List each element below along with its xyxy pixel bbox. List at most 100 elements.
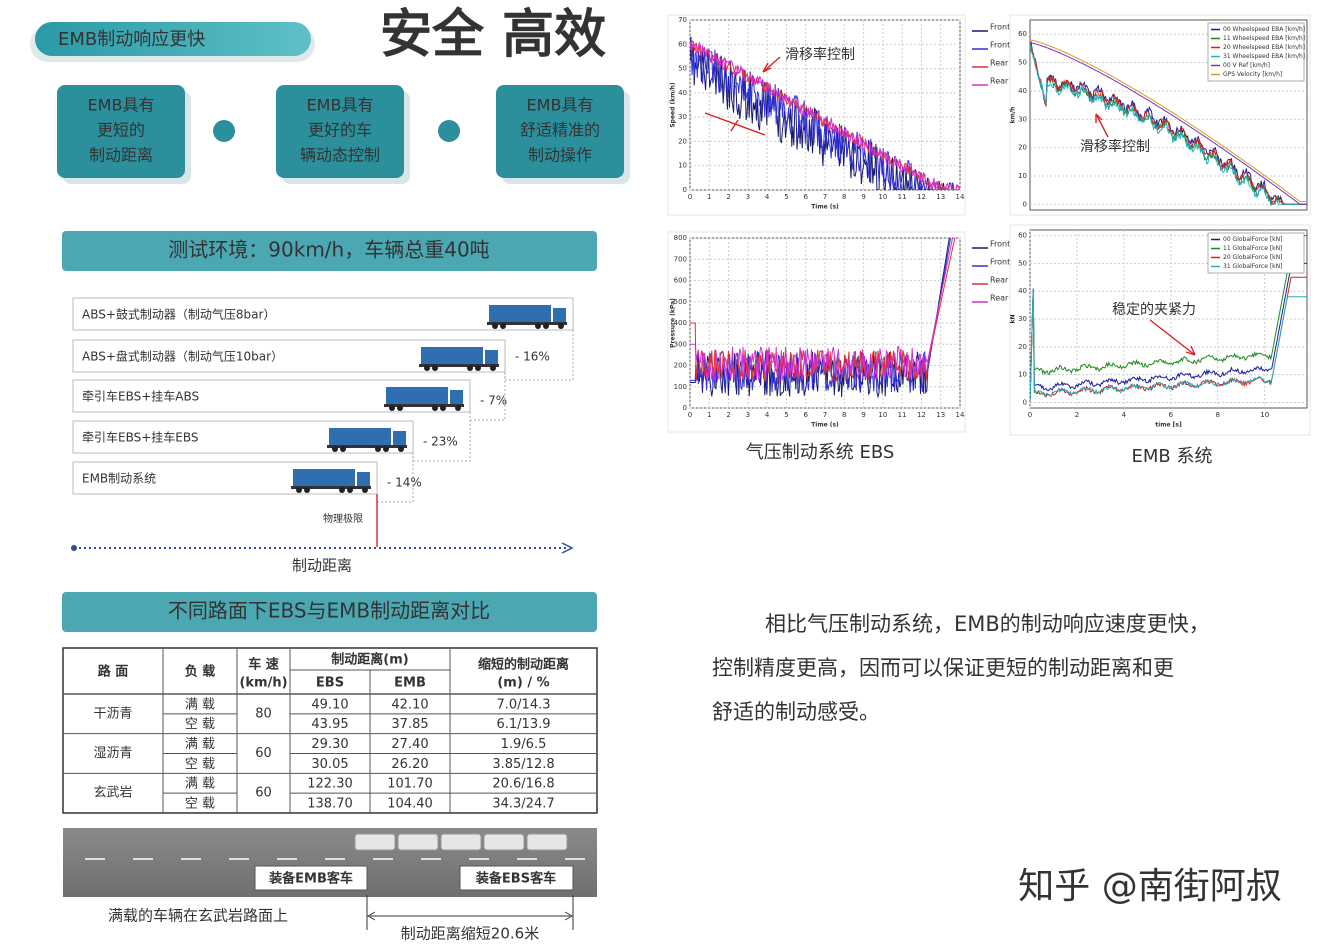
scene-label: 装备EMB客车 — [268, 871, 353, 887]
advantage-box — [496, 85, 624, 178]
y-axis-label: kN — [1010, 314, 1017, 323]
truck-trailer — [329, 428, 391, 446]
y-tick-label: 20 — [1018, 144, 1027, 152]
x-axis-label: Time (s) — [811, 204, 839, 211]
signal-trace — [690, 238, 952, 394]
legend-text: Front — [990, 41, 1010, 50]
y-tick-label: 0 — [683, 186, 687, 194]
x-tick-label: 14 — [956, 193, 965, 201]
banner-text: 测试环境：90km/h，车辆总重40吨 — [168, 238, 489, 262]
truck-chassis — [384, 404, 464, 407]
y-tick-label: 400 — [674, 319, 687, 327]
legend-text: 00 Wheelspeed EBA [km/h] — [1223, 26, 1305, 33]
y-tick-label: 30 — [678, 113, 687, 121]
y-tick-label: 10 — [1018, 172, 1027, 180]
x-axis-label: time [s] — [1155, 422, 1182, 429]
tag-text: EMB制动响应更快 — [58, 29, 205, 50]
table-cell: 空 载 — [185, 717, 215, 732]
legend-text: 00 V Ref [km/h] — [1223, 62, 1270, 69]
legend-text: Front — [990, 23, 1010, 32]
connector-dot — [438, 120, 460, 142]
table-cell: 101.70 — [387, 777, 433, 792]
truck-wheel — [432, 365, 438, 371]
x-tick-label: 11 — [898, 193, 907, 201]
table-header: EBS — [316, 676, 344, 691]
truck-wheel — [347, 487, 353, 493]
signal-trace — [1030, 288, 1307, 403]
table-cell: 3.85/12.8 — [492, 757, 554, 772]
y-tick-label: 100 — [674, 383, 687, 391]
x-tick-label: 12 — [917, 193, 926, 201]
legend-text: 11 GlobalForce [kN] — [1223, 245, 1282, 252]
row-label: 牵引车EBS+挂车EBS — [82, 430, 199, 445]
bus — [354, 833, 396, 851]
x-tick-label: 8 — [842, 411, 846, 419]
reduction-label: - 14% — [387, 476, 422, 490]
legend-text: 31 Wheelspeed EBA [km/h] — [1223, 53, 1305, 60]
reduction-label: - 23% — [423, 435, 458, 449]
x-tick-label: 5 — [784, 193, 788, 201]
signal-trace — [690, 238, 953, 382]
table-cell: 34.3/24.7 — [492, 797, 554, 812]
advantage-text: 舒适精准的 — [520, 121, 600, 140]
truck-wheel — [424, 365, 430, 371]
legend-text: 31 GlobalForce [kN] — [1223, 263, 1282, 270]
y-tick-label: 200 — [674, 362, 687, 370]
limit-label: 物理极限 — [323, 512, 363, 525]
signal-trace — [690, 41, 960, 190]
y-tick-label: 600 — [674, 277, 687, 285]
x-tick-label: 6 — [803, 193, 808, 201]
truck-trailer — [489, 305, 551, 323]
truck-wheel — [535, 323, 541, 329]
table-cell: 122.30 — [307, 777, 353, 792]
truck-wheel — [362, 487, 368, 493]
legend-text: Rear — [990, 294, 1009, 303]
signal-trace — [1030, 235, 1307, 403]
truck-wheel — [543, 323, 549, 329]
legend-text: Rear — [990, 276, 1009, 285]
scene-label: 装备EBS客车 — [475, 871, 556, 887]
x-tick-label: 4 — [1122, 411, 1127, 419]
advantage-box — [57, 85, 185, 178]
tag-pill — [35, 22, 311, 56]
truck-trailer — [421, 347, 483, 365]
table-cell: 20.6/16.8 — [492, 777, 554, 792]
annotation-arrow — [1095, 113, 1109, 138]
legend-text: Front — [990, 258, 1010, 267]
y-tick-label: 50 — [1018, 59, 1027, 67]
table-cell: 30.05 — [311, 757, 348, 772]
truck-wheel — [558, 323, 564, 329]
x-tick-label: 5 — [784, 411, 788, 419]
x-tick-label: 4 — [765, 193, 770, 201]
x-tick-label: 8 — [1216, 411, 1220, 419]
x-tick-label: 8 — [842, 193, 846, 201]
truck-trailer — [386, 387, 448, 405]
y-tick-label: 10 — [1018, 371, 1027, 379]
y-tick-label: 700 — [674, 255, 687, 263]
advantage-text: EMB具有 — [307, 96, 374, 115]
table-cell: 7.0/14.3 — [497, 697, 551, 712]
bus — [483, 833, 525, 851]
advantage-text: 更短的 — [97, 121, 145, 140]
table-cell: 26.20 — [391, 757, 428, 772]
annotation-arrow — [762, 56, 781, 73]
table-header: (km/h) — [239, 676, 287, 691]
x-tick-label: 11 — [898, 411, 907, 419]
truck-chassis — [327, 445, 407, 448]
table-cell: 29.30 — [311, 737, 348, 752]
y-tick-label: 500 — [674, 298, 687, 306]
x-tick-label: 6 — [1169, 411, 1174, 419]
y-tick-label: 60 — [678, 40, 687, 48]
table-cell: 干沥青 — [93, 706, 132, 721]
x-tick-label: 14 — [956, 411, 965, 419]
watermark: 知乎 @南街阿叔 — [1018, 866, 1281, 907]
truck-wheel — [389, 405, 395, 411]
distance-axis-label: 制动距离 — [292, 557, 352, 575]
y-tick-label: 800 — [674, 234, 687, 242]
x-tick-label: 13 — [936, 193, 945, 201]
truck-cab — [485, 350, 498, 365]
signal-trace — [1030, 44, 1307, 205]
scene-note: 满载的车辆在玄武岩路面上 — [108, 907, 288, 925]
table-cell: 湿沥青 — [93, 746, 132, 761]
x-tick-label: 1 — [707, 193, 711, 201]
